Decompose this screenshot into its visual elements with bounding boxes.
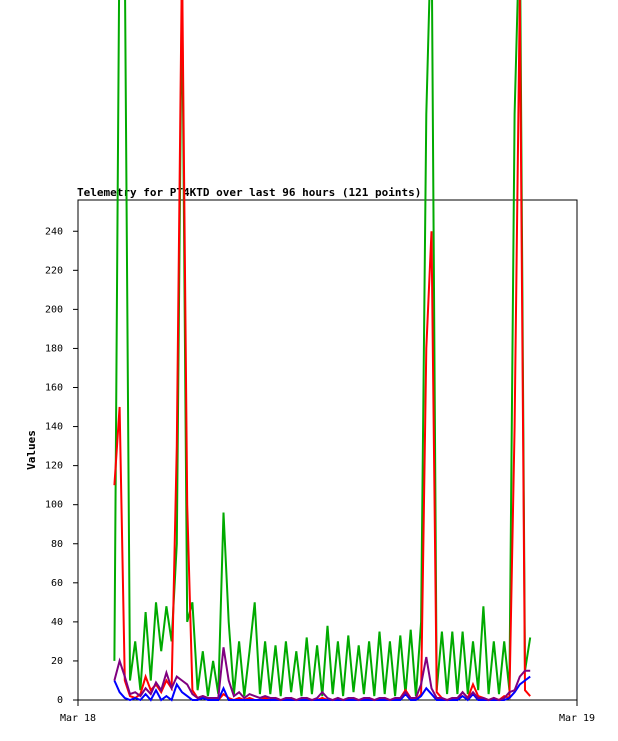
- x-tick-label: Mar 19: [559, 713, 595, 724]
- y-tick-label: 180: [45, 343, 63, 354]
- y-tick-label: 20: [51, 656, 63, 667]
- plot-frame: [77, 199, 578, 701]
- y-tick-label: 220: [45, 265, 63, 276]
- y-tick-label: 120: [45, 461, 63, 472]
- y-axis-label: Values: [25, 430, 38, 470]
- series-line: [113, 0, 531, 702]
- y-tick-label: 240: [45, 226, 63, 237]
- series-line: [113, 675, 531, 702]
- series-line: [113, 647, 531, 702]
- chart-title: Telemetry for PT4KTD over last 96 hours …: [77, 186, 421, 199]
- y-tick-label: 0: [57, 695, 63, 706]
- y-tick-label: 40: [51, 617, 63, 628]
- series-line: [113, 0, 532, 697]
- x-tick-label: Mar 18: [60, 713, 96, 724]
- y-tick-label: 140: [45, 422, 63, 433]
- y-tick-label: 160: [45, 383, 63, 394]
- y-tick-label: 200: [45, 304, 63, 315]
- y-tick-label: 60: [51, 578, 63, 589]
- y-tick-label: 100: [45, 500, 63, 511]
- y-tick-label: 80: [51, 539, 63, 550]
